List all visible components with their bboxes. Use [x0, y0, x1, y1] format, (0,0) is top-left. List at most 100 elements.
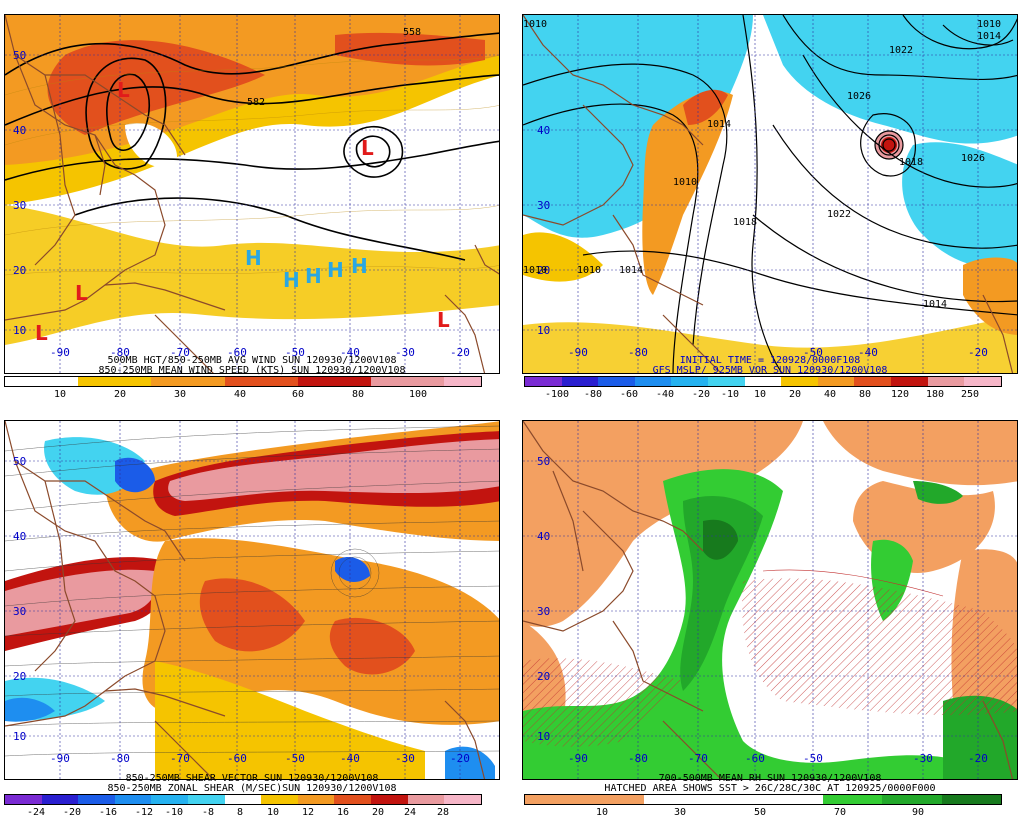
svg-text:1018: 1018 [899, 157, 923, 168]
mean-rh-map: 50 40 30 20 10 -90 -80 -70 -60 -50 -30 -… [523, 421, 1017, 779]
contour-label: 582 [247, 97, 265, 108]
lon-label: -60 [227, 346, 247, 359]
panel1-caption-2: 850-250MB MEAN WIND SPEED (KTS) SUN 1209… [98, 365, 406, 376]
colorbar-swatch [964, 377, 1001, 386]
colorbar-swatch [151, 377, 189, 386]
lat-label: 50 [537, 455, 550, 468]
lon-label: -20 [968, 346, 988, 359]
low-center-label: L [117, 78, 130, 102]
lon-label: -70 [170, 346, 190, 359]
svg-text:1022: 1022 [827, 209, 851, 220]
svg-text:1022: 1022 [889, 45, 913, 56]
lon-label: -30 [913, 752, 933, 765]
svg-text:1010: 1010 [577, 265, 601, 276]
colorbar-swatch [781, 377, 818, 386]
lon-label: -80 [628, 346, 648, 359]
lon-label: -90 [568, 752, 588, 765]
colorbar-swatch [371, 795, 408, 804]
isobar-labels: 1010 1014 1018 1022 1026 1010 1014 1018 … [523, 19, 1001, 310]
lat-label: 10 [13, 730, 26, 743]
lat-label: 40 [537, 530, 550, 543]
colorbar-swatch [882, 795, 942, 804]
lon-label: -20 [450, 346, 470, 359]
lat-label: 40 [13, 124, 26, 137]
lat-label: 10 [537, 324, 550, 337]
lon-label: -70 [170, 752, 190, 765]
high-center-label: H [283, 268, 300, 292]
panel3-caption-1: 850-250MB SHEAR VECTOR SUN 120930/1200V1… [125, 773, 379, 784]
colorbar-swatch [261, 377, 298, 386]
lon-label: -50 [285, 752, 305, 765]
lon-label: -60 [745, 752, 765, 765]
low-center-label: L [75, 281, 88, 305]
colorbar-swatch [525, 795, 585, 804]
lon-label: -30 [395, 346, 415, 359]
panel4-caption-2: HATCHED AREA SHOWS SST > 26C/28C/30C AT … [604, 783, 936, 794]
colorbar-swatch [744, 377, 782, 386]
svg-text:1010: 1010 [673, 177, 697, 188]
lat-label: 30 [13, 605, 26, 618]
colorbar-swatch [444, 795, 481, 804]
high-center-label: H [327, 258, 344, 282]
svg-text:1010: 1010 [523, 19, 547, 30]
colorbar-swatch [525, 377, 562, 386]
panel-mslp-vorticity: 40 30 20 10 -90 -80 -50 -40 -20 1010 101… [522, 14, 1018, 374]
lat-labels: 50 40 30 20 10 [13, 49, 26, 337]
lon-label: -70 [688, 752, 708, 765]
colorbar-swatch [224, 795, 262, 804]
colorbar-swatch [334, 795, 372, 804]
colorbar-swatch [407, 377, 445, 386]
lon-label: -40 [340, 346, 360, 359]
low-center-label: L [35, 321, 48, 345]
colorbar-swatch [114, 377, 152, 386]
svg-text:1018: 1018 [733, 217, 757, 228]
lon-label: -40 [858, 346, 878, 359]
colorbar-swatch [561, 377, 599, 386]
panel-zonal-shear: 50 40 30 20 10 -90 -80 -70 -60 -50 -40 -… [4, 420, 500, 780]
lon-label: -80 [110, 346, 130, 359]
colorbar-swatch [444, 377, 481, 386]
panel3-caption-2: 850-250MB ZONAL SHEAR (M/SEC)SUN 120930/… [107, 783, 397, 794]
lat-label: 40 [13, 530, 26, 543]
lon-label: -50 [803, 752, 823, 765]
low-center-label: L [361, 136, 374, 160]
colorbar-swatch [407, 795, 445, 804]
lon-label: -30 [395, 752, 415, 765]
vorticity-colorbar [524, 376, 1002, 387]
colorbar-swatch [708, 377, 745, 386]
colorbar-swatch [297, 795, 335, 804]
lon-label: -60 [227, 752, 247, 765]
panel-wind-speed: 50 40 30 20 10 -90 -80 -70 -60 -50 -40 -… [4, 14, 500, 374]
colorbar-swatch [817, 377, 855, 386]
colorbar-swatch [41, 795, 79, 804]
svg-text:1014: 1014 [923, 299, 947, 310]
colorbar-swatch [334, 377, 372, 386]
lat-label: 10 [537, 730, 550, 743]
lon-label: -80 [110, 752, 130, 765]
panel2-caption-2: GFS MSLP/ 925MB VOR SUN 120930/1200V108 [652, 365, 888, 376]
zonal-shear-colorbar [4, 794, 482, 805]
coastlines [5, 15, 499, 373]
panel1-caption-1: 500MB HGT/850-250MB AVG WIND SUN 120930/… [107, 355, 397, 366]
colorbar-swatch [854, 377, 892, 386]
lon-label: -90 [50, 346, 70, 359]
lat-label: 30 [537, 199, 550, 212]
lon-label: -40 [340, 752, 360, 765]
colorbar-swatch [671, 377, 709, 386]
colorbar-swatch [151, 795, 189, 804]
colorbar-swatch [891, 377, 928, 386]
svg-text:1010: 1010 [523, 265, 547, 276]
lat-label: 20 [537, 670, 550, 683]
colorbar-swatch [598, 377, 635, 386]
colorbar-swatch [584, 795, 644, 804]
lat-label: 50 [13, 455, 26, 468]
lon-label: -90 [50, 752, 70, 765]
lat-label: 40 [537, 124, 550, 137]
pressure-centers: L L L L L H H H H H [35, 78, 450, 345]
panel2-caption-1: INITIAL TIME = 120928/0000F108 [679, 355, 861, 366]
lat-label: 50 [13, 49, 26, 62]
svg-text:1014: 1014 [977, 31, 1001, 42]
lat-lon-grid [5, 15, 499, 373]
shear-streamlines [5, 425, 499, 757]
lon-label: -50 [285, 346, 305, 359]
